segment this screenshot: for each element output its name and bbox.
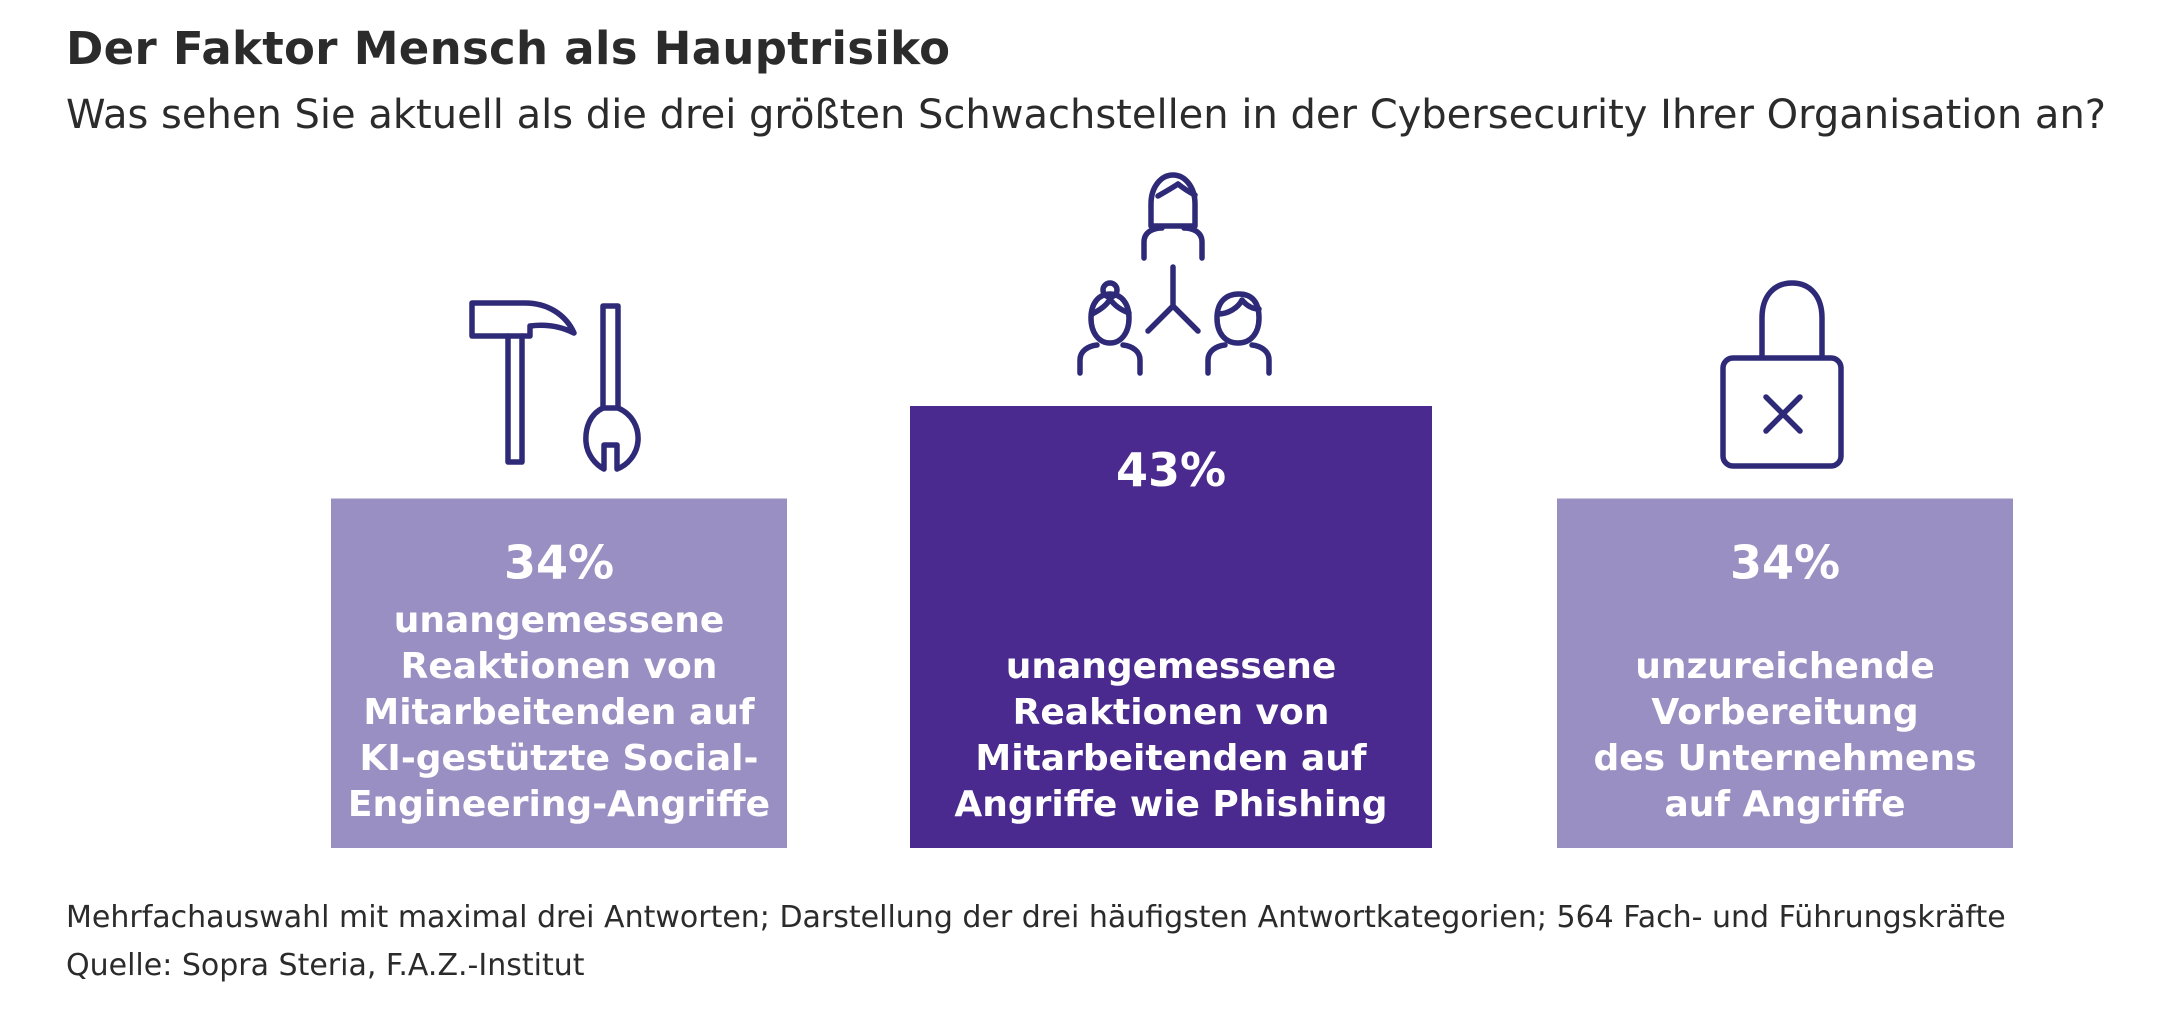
tools-icon	[469, 300, 641, 472]
bar-value-label: 34%	[504, 536, 614, 590]
bar-category-label: Mitarbeitenden auf	[975, 738, 1366, 779]
footnote: Mehrfachauswahl mit maximal drei Antwort…	[66, 900, 2006, 935]
bar-category-label: unangemessene	[394, 600, 725, 641]
bar-category-label: auf Angriffe	[1664, 784, 1905, 825]
bar-category-label: Reaktionen von	[1013, 692, 1330, 733]
bar-category-label: unangemessene	[1006, 646, 1337, 687]
bars-group: 34% unangemessene Reaktionen von Mitarbeite…	[331, 406, 2013, 848]
bar-category-label: KI-gestützte Social-	[360, 738, 759, 779]
bar-value-label: 34%	[1730, 536, 1840, 590]
lock-x-icon	[1720, 280, 1844, 469]
bar-category-label: Angriffe wie Phishing	[954, 784, 1387, 825]
bar-category-label: Mitarbeitenden auf	[363, 692, 754, 733]
source-note: Quelle: Sopra Steria, F.A.Z.-Institut	[66, 948, 585, 983]
bar-1	[331, 498, 787, 848]
bar-2	[910, 406, 1432, 848]
bar-category-label: Vorbereitung	[1651, 692, 1918, 733]
bar-category-label: unzureichende	[1635, 646, 1935, 687]
bar-category-label: Reaktionen von	[401, 646, 718, 687]
chart-subtitle: Was sehen Sie aktuell als die drei größt…	[66, 92, 2107, 138]
bar-value-label: 43%	[1116, 443, 1226, 497]
chart-title: Der Faktor Mensch als Hauptrisiko	[66, 22, 951, 75]
bar-category-label: Engineering-Angriffe	[348, 784, 770, 825]
bar-3	[1557, 498, 2013, 848]
people-network-icon	[1077, 172, 1272, 376]
bar-category-label: des Unternehmens	[1593, 738, 1976, 779]
